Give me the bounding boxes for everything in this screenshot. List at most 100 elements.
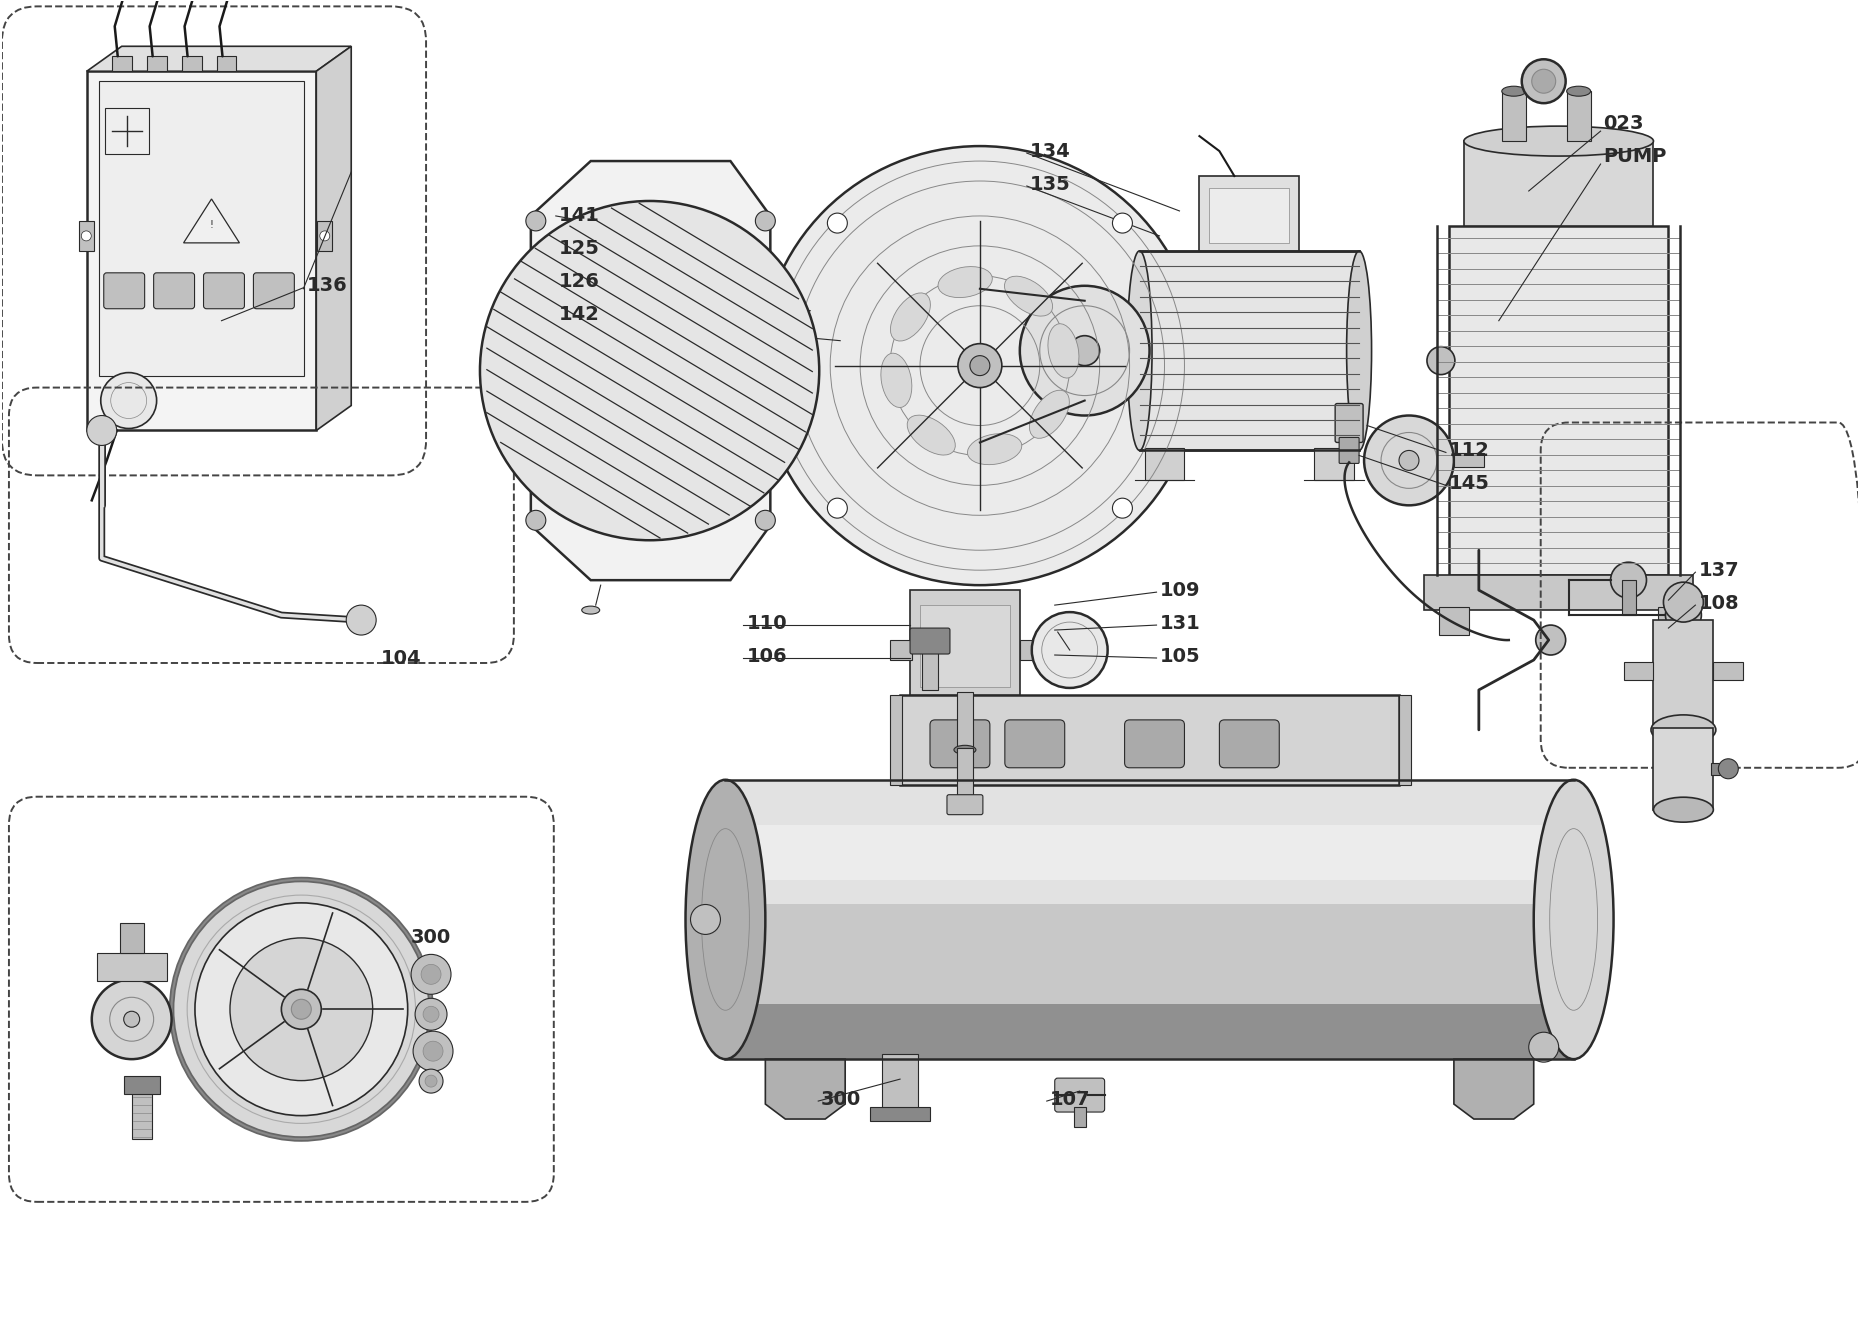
- Circle shape: [413, 1031, 454, 1071]
- Circle shape: [526, 511, 545, 531]
- Bar: [1654, 727, 1713, 809]
- Circle shape: [420, 965, 441, 985]
- Circle shape: [87, 416, 117, 445]
- Bar: [1200, 176, 1300, 251]
- Text: 108: 108: [1698, 594, 1739, 612]
- Bar: [1449, 226, 1668, 576]
- FancyBboxPatch shape: [203, 273, 244, 309]
- Text: 126: 126: [558, 272, 599, 292]
- Circle shape: [969, 355, 990, 376]
- Polygon shape: [87, 46, 352, 71]
- Bar: [132, 1084, 153, 1139]
- Ellipse shape: [1347, 251, 1371, 450]
- Text: 134: 134: [1030, 141, 1071, 161]
- Text: 145: 145: [1449, 474, 1490, 492]
- Circle shape: [755, 511, 776, 531]
- Bar: [1711, 763, 1732, 775]
- Bar: [78, 220, 93, 251]
- Ellipse shape: [954, 746, 977, 754]
- Circle shape: [755, 211, 776, 231]
- Ellipse shape: [1047, 323, 1079, 378]
- Circle shape: [690, 904, 720, 935]
- Circle shape: [292, 999, 311, 1019]
- Text: 104: 104: [381, 648, 422, 668]
- Circle shape: [1521, 59, 1566, 103]
- Bar: [87, 71, 316, 430]
- Ellipse shape: [1534, 780, 1614, 1059]
- Bar: [1019, 640, 1042, 660]
- Bar: [1713, 663, 1743, 680]
- Circle shape: [422, 1006, 439, 1022]
- Text: 136: 136: [307, 276, 348, 296]
- Circle shape: [1112, 213, 1133, 234]
- Bar: [97, 953, 167, 981]
- FancyBboxPatch shape: [1125, 719, 1185, 768]
- Bar: [1566, 91, 1590, 141]
- Ellipse shape: [1652, 715, 1715, 744]
- Circle shape: [125, 1011, 140, 1027]
- Bar: [1140, 251, 1360, 450]
- Circle shape: [415, 998, 446, 1030]
- Ellipse shape: [1654, 797, 1713, 822]
- Circle shape: [100, 372, 156, 429]
- Circle shape: [426, 1074, 437, 1088]
- Text: 106: 106: [746, 647, 787, 665]
- Bar: [216, 57, 236, 71]
- FancyBboxPatch shape: [1004, 719, 1064, 768]
- Bar: [119, 924, 143, 953]
- Bar: [1209, 187, 1289, 243]
- Bar: [1624, 663, 1654, 680]
- Bar: [725, 1005, 1574, 1059]
- Text: 141: 141: [558, 206, 599, 226]
- Bar: [1676, 615, 1691, 649]
- Circle shape: [958, 343, 1003, 388]
- Bar: [870, 1107, 930, 1121]
- Bar: [1654, 620, 1713, 730]
- Ellipse shape: [686, 780, 764, 1059]
- Bar: [1073, 1107, 1086, 1127]
- Ellipse shape: [1004, 276, 1053, 315]
- Text: 131: 131: [1159, 614, 1200, 632]
- Text: PUMP: PUMP: [1603, 147, 1667, 165]
- Circle shape: [1665, 597, 1702, 634]
- Text: 110: 110: [746, 614, 787, 632]
- Circle shape: [82, 231, 91, 240]
- Text: 107: 107: [1049, 1089, 1090, 1109]
- Ellipse shape: [891, 293, 930, 341]
- Bar: [1425, 576, 1693, 610]
- Text: 112: 112: [1449, 441, 1490, 459]
- Circle shape: [480, 201, 818, 540]
- Circle shape: [1019, 286, 1149, 416]
- Ellipse shape: [1566, 86, 1590, 96]
- Text: 142: 142: [558, 305, 599, 325]
- Circle shape: [281, 989, 322, 1030]
- FancyBboxPatch shape: [154, 273, 195, 309]
- FancyBboxPatch shape: [1220, 719, 1280, 768]
- Bar: [104, 108, 149, 154]
- Bar: [956, 692, 973, 750]
- Circle shape: [1533, 69, 1555, 94]
- Circle shape: [1427, 347, 1455, 375]
- Bar: [882, 1055, 919, 1109]
- Bar: [99, 82, 305, 376]
- FancyBboxPatch shape: [253, 273, 294, 309]
- Polygon shape: [316, 46, 352, 430]
- Polygon shape: [764, 1059, 844, 1119]
- Circle shape: [422, 1041, 443, 1061]
- Text: 125: 125: [558, 239, 599, 259]
- Circle shape: [1112, 498, 1133, 519]
- Circle shape: [320, 231, 329, 240]
- Circle shape: [411, 954, 450, 994]
- FancyBboxPatch shape: [1335, 404, 1363, 442]
- Circle shape: [1719, 759, 1739, 779]
- Bar: [1084, 339, 1140, 363]
- FancyBboxPatch shape: [930, 719, 990, 768]
- Bar: [923, 645, 937, 690]
- Text: !: !: [210, 220, 214, 230]
- Ellipse shape: [1127, 251, 1151, 450]
- Bar: [1659, 607, 1689, 635]
- Bar: [910, 590, 1019, 694]
- Bar: [921, 605, 1010, 686]
- Bar: [1501, 91, 1525, 141]
- Circle shape: [171, 879, 432, 1139]
